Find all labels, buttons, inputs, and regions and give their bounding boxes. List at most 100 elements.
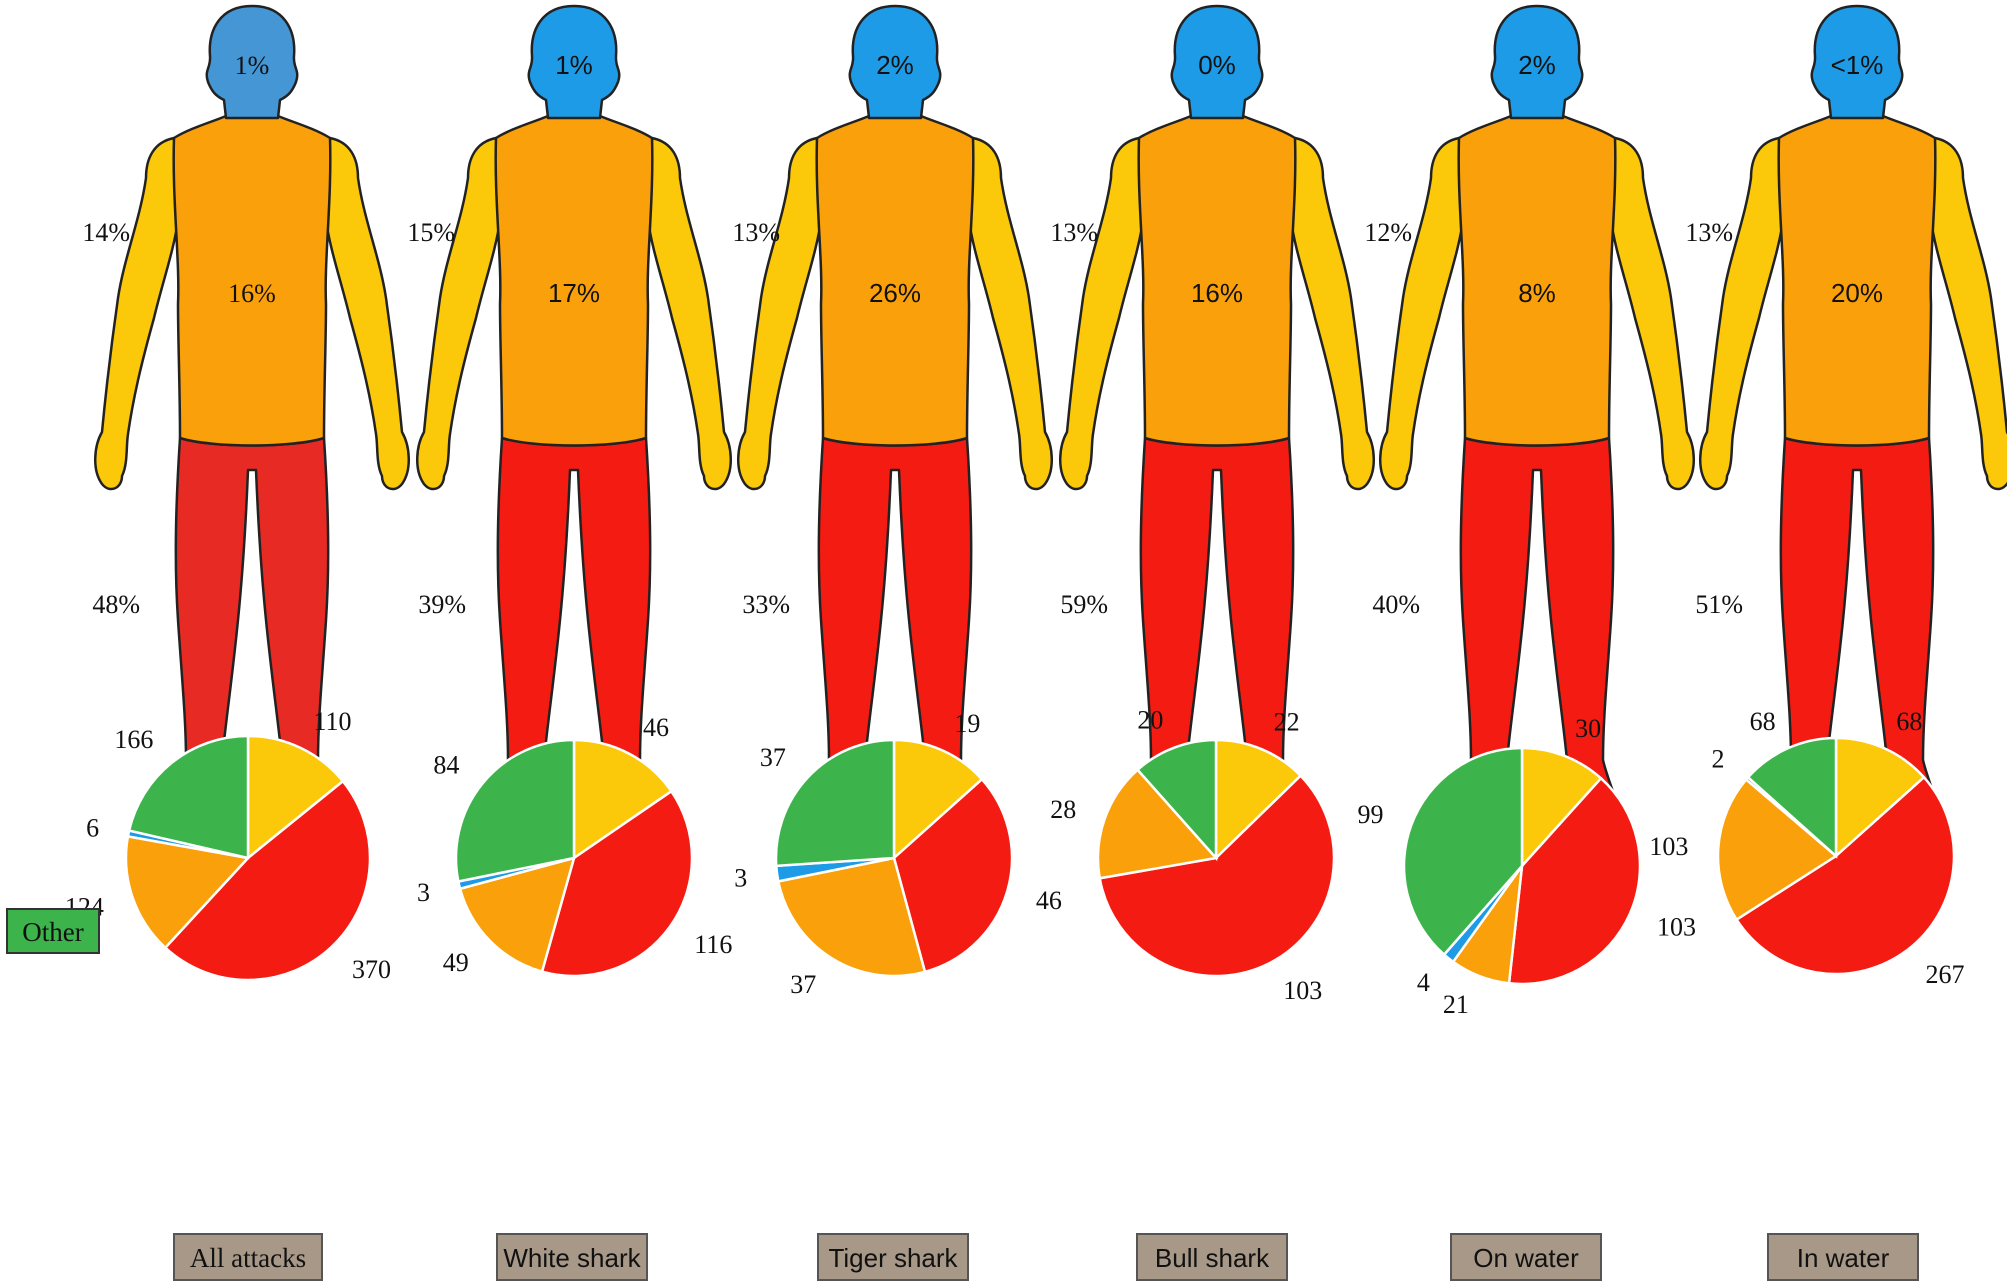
trunk-region	[494, 114, 654, 447]
pie-slice-arms	[246, 734, 345, 861]
category-box	[1767, 1233, 1919, 1281]
left-arm-region	[1379, 136, 1465, 491]
category-label: White shark	[503, 1243, 641, 1273]
pie-count-label: 3	[417, 878, 430, 907]
head-region	[1490, 4, 1584, 120]
pie-count-label: 116	[694, 930, 732, 959]
pie-slice-legs	[892, 777, 1014, 974]
pie-count-label: 68	[1750, 707, 1776, 736]
pie-count-label: 37	[760, 743, 786, 772]
pie-count-label: 22	[1274, 708, 1300, 737]
pie-count-label: 99	[1358, 800, 1384, 829]
pie-count-label: 28	[1050, 795, 1076, 824]
pie-slice-other	[1135, 738, 1218, 862]
trunk-percent: 16%	[228, 279, 276, 308]
legend: Other	[6, 908, 100, 954]
body-figure	[94, 4, 410, 838]
head-percent: 2%	[1518, 50, 1556, 80]
pie-count-label: 20	[1137, 706, 1163, 735]
head-region	[1170, 4, 1264, 120]
arm-percent: 13%	[1685, 218, 1733, 247]
left-arm-region	[416, 136, 502, 491]
trunk-region	[815, 114, 975, 447]
pie-count-label: 6	[86, 813, 99, 842]
trunk-region	[172, 114, 332, 447]
pie-slice-other	[1402, 746, 1524, 957]
pie-slice-trunk	[1096, 768, 1219, 880]
head-region	[527, 4, 621, 120]
left-arm-region	[1699, 136, 1785, 491]
head-percent: <1%	[1831, 50, 1884, 80]
pie-count-label: 4	[1417, 968, 1430, 997]
trunk-region	[1137, 114, 1297, 447]
pie-count-label: 103	[1283, 976, 1322, 1005]
trunk-percent: 8%	[1518, 278, 1556, 308]
head-percent: 1%	[235, 51, 270, 80]
head-percent: 2%	[876, 50, 914, 80]
pie-count-label: 46	[643, 713, 669, 742]
pie	[1716, 736, 1956, 976]
head-region	[205, 4, 299, 120]
category-label: Bull shark	[1155, 1243, 1270, 1273]
pie-count-label: 21	[1443, 990, 1469, 1019]
leg-percent: 33%	[742, 590, 790, 619]
category-box	[496, 1233, 648, 1281]
right-arm-region	[1289, 136, 1375, 491]
left-arm-region	[94, 136, 180, 491]
pie-count-label: 166	[114, 725, 153, 754]
head-region	[1810, 4, 1904, 120]
pie-slice-trunk	[124, 834, 251, 950]
pie-count-label: 46	[1036, 886, 1062, 915]
arm-percent: 14%	[82, 218, 130, 247]
trunk-percent: 16%	[1191, 278, 1243, 308]
pie-count-label: 30	[1575, 714, 1601, 743]
pie-slice-arms	[572, 738, 674, 861]
arm-percent: 13%	[732, 218, 780, 247]
pie	[1402, 746, 1642, 986]
category-label: All attacks	[190, 1243, 306, 1273]
category-box	[173, 1233, 323, 1281]
category-label: In water	[1797, 1243, 1890, 1273]
category-box	[1450, 1233, 1602, 1281]
trunk-percent: 26%	[869, 278, 921, 308]
arm-percent: 12%	[1364, 218, 1412, 247]
body-figure	[416, 4, 732, 838]
pie-slice-legs	[1098, 773, 1336, 978]
pie-slice-legs	[1734, 775, 1956, 976]
pie-slice-other	[454, 738, 576, 883]
right-arm-region	[646, 136, 732, 491]
left-arm-region	[737, 136, 823, 491]
pie-count-label: 110	[313, 707, 351, 736]
pie-count-label: 103	[1649, 832, 1688, 861]
legend-label: Other	[22, 917, 83, 947]
right-arm-region	[1929, 136, 2007, 491]
right-arm-region	[324, 136, 410, 491]
pie-count-label: 3	[734, 864, 747, 893]
leg-percent: 51%	[1695, 590, 1743, 619]
body-figure	[1059, 4, 1375, 838]
pie-count-label: 37	[790, 970, 816, 999]
pie-slice-arms	[892, 738, 984, 861]
pie-slice-legs	[163, 779, 372, 982]
pie-slice-arms	[1520, 746, 1603, 870]
trunk-percent: 17%	[548, 278, 600, 308]
pie-slice-legs	[540, 789, 694, 978]
leg-percent: 59%	[1060, 590, 1108, 619]
pie	[124, 734, 372, 982]
pie-slice-arms	[1834, 736, 1926, 859]
trunk-percent: 20%	[1831, 278, 1883, 308]
category-box	[1136, 1233, 1288, 1281]
category-label: Tiger shark	[828, 1243, 958, 1273]
body-figure	[1699, 4, 2007, 838]
pie	[454, 738, 694, 978]
pie-slice-other	[774, 738, 896, 868]
legend-swatch	[6, 908, 100, 954]
category-label: On water	[1473, 1243, 1579, 1273]
pie-count-label: 2	[1711, 745, 1724, 774]
pie	[774, 738, 1014, 978]
pie-slice-other	[1746, 736, 1838, 859]
pie-count-label: 267	[1925, 960, 1964, 989]
leg-percent: 39%	[418, 590, 466, 619]
